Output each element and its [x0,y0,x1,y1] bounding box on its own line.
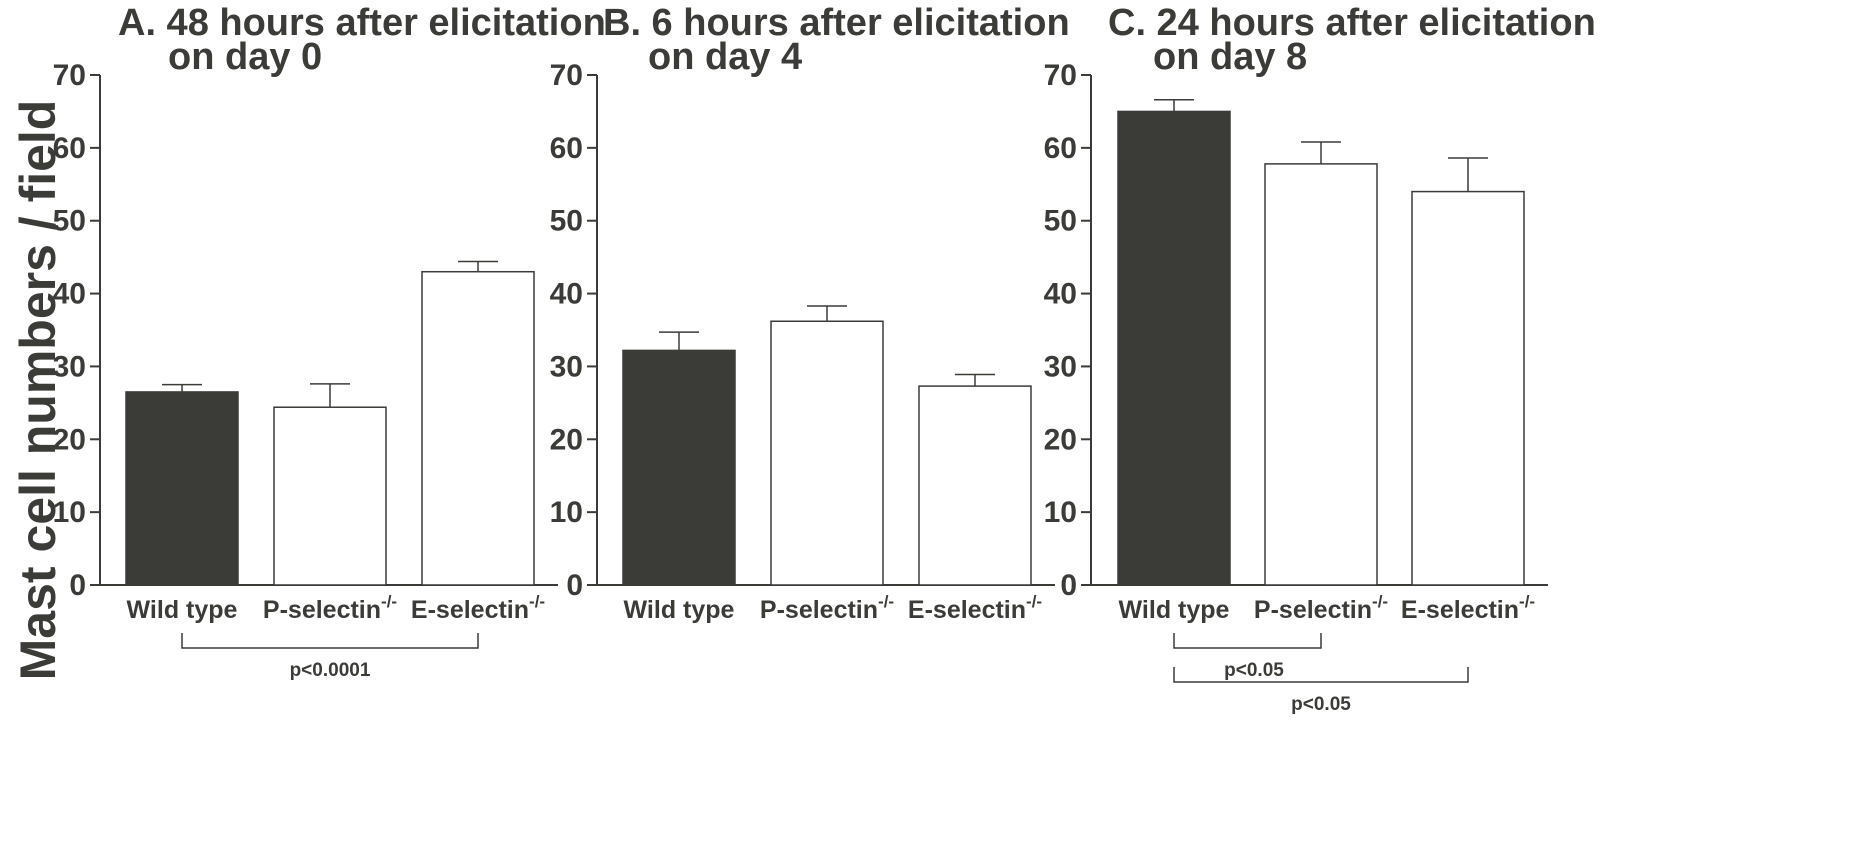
category-label: Wild type [1119,596,1230,624]
significance-bracket [181,633,479,649]
y-tick-label: 10 [550,496,583,529]
significance-label: p<0.05 [1291,694,1351,715]
y-tick-label: 50 [550,205,583,238]
y-tick-label: 40 [550,278,583,311]
y-tick-label: 0 [1060,569,1077,602]
bar [622,349,736,586]
category-label: E-selectin-/- [908,592,1042,624]
y-tick-label: 20 [53,423,86,456]
y-tick-label: 70 [53,59,86,92]
y-tick-label: 30 [550,350,583,383]
y-tick-label: 30 [53,350,86,383]
category-label: P-selectin-/- [1254,592,1388,624]
y-tick-label: 50 [53,205,86,238]
panel-title-line1: C. 24 hours after elicitation [1108,2,1596,44]
significance-label: p<0.0001 [290,660,371,681]
significance-bracket [1173,633,1322,649]
y-tick-label: 60 [53,132,86,165]
y-tick-label: 30 [1044,350,1077,383]
y-axis-label: Mast cell numbers / field [10,100,66,681]
panel-title-line1: A. 48 hours after elicitation [118,2,606,44]
y-tick-label: 40 [1044,278,1077,311]
y-tick-label: 60 [550,132,583,165]
panel-title-line2: on day 8 [1153,36,1307,78]
y-tick-label: 70 [1044,59,1077,92]
bar [125,391,239,586]
y-tick-label: 10 [1044,496,1077,529]
significance-label: p<0.05 [1224,660,1284,681]
category-label: Wild type [624,596,735,624]
y-tick-label: 20 [1044,423,1077,456]
y-tick-label: 70 [550,59,583,92]
category-label: E-selectin-/- [411,592,545,624]
significance-bracket [1173,667,1469,683]
y-tick-label: 40 [53,278,86,311]
y-tick-label: 50 [1044,205,1077,238]
y-tick-label: 0 [69,569,86,602]
bar [1264,163,1378,586]
y-tick-label: 0 [566,569,583,602]
category-label: P-selectin-/- [760,592,894,624]
bar [770,320,884,586]
y-tick-label: 10 [53,496,86,529]
bar [1117,110,1231,586]
panel-title-line2: on day 4 [648,36,802,78]
panel-title-line2: on day 0 [168,36,322,78]
bar [273,406,387,586]
y-tick-label: 20 [550,423,583,456]
category-label: P-selectin-/- [263,592,397,624]
category-label: Wild type [127,596,238,624]
panel-title-line1: B. 6 hours after elicitation [603,2,1070,44]
bar [421,270,535,586]
bar [1411,190,1525,586]
category-label: E-selectin-/- [1401,592,1535,624]
bar [918,385,1032,586]
y-tick-label: 60 [1044,132,1077,165]
